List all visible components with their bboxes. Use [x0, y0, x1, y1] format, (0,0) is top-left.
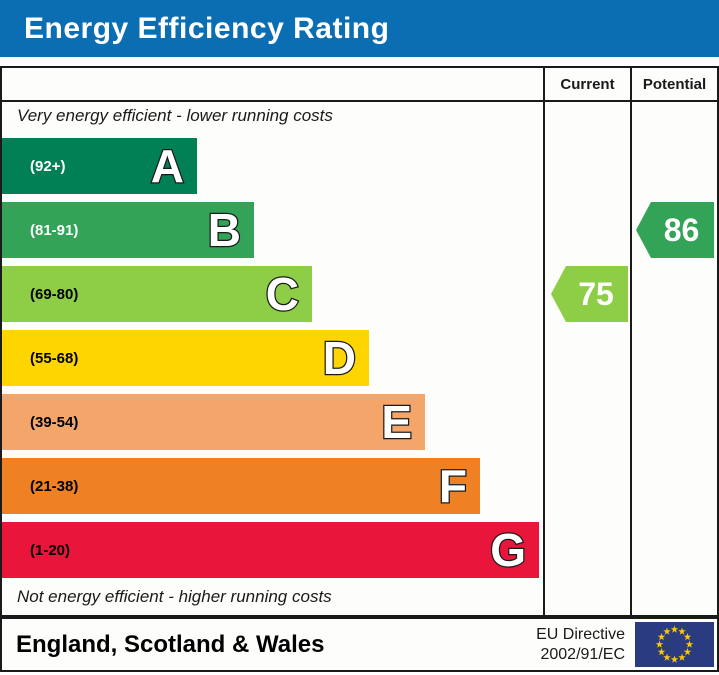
band-row-e: (39-54) E [2, 394, 425, 450]
header-divider [2, 100, 717, 102]
band-row-d: (55-68) D [2, 330, 369, 386]
column-divider-potential [630, 68, 632, 615]
eu-flag-icon [635, 622, 714, 667]
band-letter-f: F [438, 459, 469, 514]
column-header-current: Current [560, 75, 615, 93]
band-range-label-a: (92+) [30, 157, 66, 175]
band-range-label-d: (55-68) [30, 349, 79, 367]
band-range-label-e: (39-54) [30, 413, 79, 431]
page-title: Energy Efficiency Rating [24, 11, 390, 45]
bottom-note: Not energy efficient - higher running co… [17, 587, 332, 606]
band-row-f: (21-38) F [2, 458, 480, 514]
band-letter-a: A [150, 139, 186, 194]
current-rating-value: 75 [578, 275, 614, 312]
band-letter-c: C [265, 267, 301, 322]
column-header-potential: Potential [642, 75, 707, 93]
region-label: England, Scotland & Wales [16, 630, 325, 658]
band-letter-d: D [322, 331, 358, 386]
band-row-g: (1-20) G [2, 522, 539, 578]
footer: England, Scotland & Wales EU Directive 2… [0, 617, 719, 672]
current-rating-arrow: 75 [551, 266, 628, 322]
band-letter-e: E [380, 395, 413, 450]
potential-rating-value: 86 [663, 211, 700, 248]
band-row-b: (81-91) B [2, 202, 254, 258]
top-note: Very energy efficient - lower running co… [17, 106, 333, 125]
band-range-label-b: (81-91) [30, 221, 79, 239]
rating-table: Current Potential Very energy efficient … [0, 66, 719, 617]
eu-directive-line1: EU Directive [536, 625, 625, 643]
band-range-label-c: (69-80) [30, 285, 79, 303]
band-letter-g: G [489, 523, 527, 578]
title-banner: Energy Efficiency Rating [0, 0, 719, 57]
band-range-label-g: (1-20) [30, 541, 71, 559]
eu-directive-label: EU Directive 2002/91/EC [536, 625, 625, 665]
band-row-a: (92+) A [2, 138, 197, 194]
rating-bands: (92+) A (81-91) B (69-80) C (55-68) D (3… [2, 138, 539, 586]
band-range-label-f: (21-38) [30, 477, 79, 495]
band-letter-b: B [207, 203, 243, 258]
potential-rating-arrow: 86 [636, 202, 714, 258]
eu-directive-line2: 2002/91/EC [540, 645, 625, 663]
column-divider-current [543, 68, 545, 615]
band-row-c: (69-80) C [2, 266, 312, 322]
